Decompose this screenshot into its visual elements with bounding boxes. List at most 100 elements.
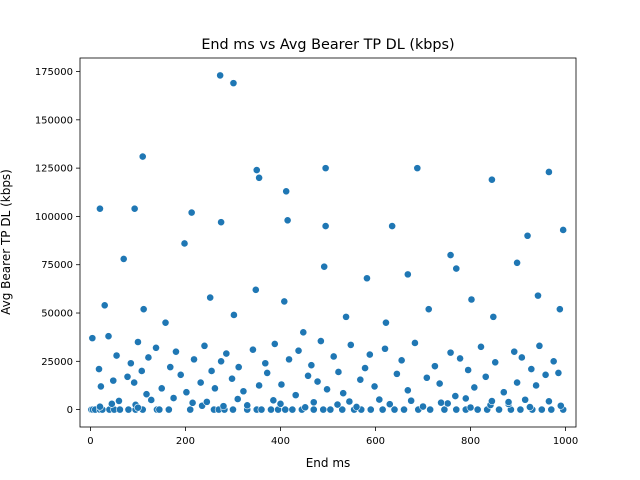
data-point bbox=[535, 341, 544, 350]
data-point bbox=[411, 339, 419, 347]
data-point bbox=[334, 368, 343, 376]
data-point bbox=[152, 343, 160, 352]
data-point bbox=[97, 382, 105, 391]
data-point bbox=[342, 312, 350, 321]
data-point bbox=[217, 357, 225, 366]
data-point bbox=[345, 397, 354, 406]
data-point bbox=[217, 218, 225, 227]
data-point bbox=[467, 295, 476, 304]
data-point bbox=[491, 358, 500, 367]
data-point bbox=[523, 231, 532, 240]
y-tick-label: 100000 bbox=[35, 212, 73, 223]
x-tick-label: 200 bbox=[176, 436, 195, 447]
y-axis-label: Avg Bearer TP DL (kbps) bbox=[0, 169, 13, 315]
data-point bbox=[147, 396, 156, 404]
data-point bbox=[437, 398, 445, 407]
data-point bbox=[180, 239, 189, 248]
data-point bbox=[207, 367, 216, 375]
data-point bbox=[488, 397, 496, 406]
data-point bbox=[413, 164, 422, 173]
data-point bbox=[281, 405, 290, 414]
data-point bbox=[251, 285, 260, 294]
data-point bbox=[352, 403, 361, 411]
data-point bbox=[134, 403, 142, 412]
data-point bbox=[541, 370, 550, 379]
data-point bbox=[234, 363, 243, 372]
data-point bbox=[157, 384, 166, 393]
data-point bbox=[365, 350, 374, 359]
y-tick-label: 175000 bbox=[35, 67, 73, 78]
data-point bbox=[257, 405, 266, 414]
data-point bbox=[211, 384, 219, 393]
data-point bbox=[233, 395, 242, 403]
data-point bbox=[299, 328, 308, 337]
data-point bbox=[288, 405, 297, 414]
x-tick-label: 400 bbox=[271, 436, 290, 447]
data-point bbox=[161, 318, 170, 327]
data-point bbox=[139, 305, 148, 314]
x-tick-label: 800 bbox=[461, 436, 480, 447]
data-point bbox=[424, 305, 433, 314]
data-point bbox=[532, 381, 540, 390]
data-point bbox=[155, 405, 164, 414]
data-point bbox=[400, 405, 408, 414]
data-point bbox=[426, 405, 435, 414]
data-point bbox=[277, 380, 286, 389]
data-point bbox=[452, 405, 461, 414]
data-point bbox=[407, 396, 416, 405]
plot-area-frame bbox=[79, 57, 577, 428]
x-tick-label: 1000 bbox=[553, 436, 578, 447]
y-tick-label: 25000 bbox=[41, 357, 73, 368]
data-point bbox=[521, 395, 530, 404]
chart-title: End ms vs Avg Bearer TP DL (kbps) bbox=[201, 37, 454, 53]
data-point bbox=[186, 405, 195, 414]
data-point bbox=[130, 204, 139, 213]
data-point bbox=[169, 394, 178, 402]
data-point bbox=[243, 401, 252, 410]
data-point bbox=[138, 152, 147, 161]
data-point bbox=[397, 356, 406, 365]
data-point bbox=[456, 354, 464, 363]
data-point bbox=[100, 301, 109, 310]
data-point bbox=[116, 405, 124, 414]
data-point bbox=[144, 353, 153, 362]
data-point bbox=[537, 405, 546, 414]
data-point bbox=[547, 405, 556, 414]
data-point bbox=[339, 389, 348, 398]
data-point bbox=[130, 378, 139, 387]
data-point bbox=[385, 400, 394, 409]
data-point bbox=[182, 388, 191, 397]
data-point bbox=[172, 347, 180, 356]
data-point bbox=[304, 371, 312, 380]
data-point bbox=[430, 362, 439, 371]
data-point bbox=[534, 291, 542, 300]
data-point bbox=[270, 340, 279, 348]
data-point bbox=[446, 251, 455, 259]
data-point bbox=[294, 346, 303, 355]
data-point bbox=[390, 405, 399, 414]
data-point bbox=[489, 312, 498, 321]
data-point bbox=[549, 357, 558, 366]
data-point bbox=[206, 293, 215, 302]
data-point bbox=[513, 378, 521, 387]
data-point bbox=[388, 222, 397, 230]
data-point bbox=[200, 341, 209, 350]
data-point bbox=[488, 175, 496, 184]
data-point bbox=[190, 355, 198, 364]
data-point bbox=[382, 318, 390, 327]
data-point bbox=[461, 394, 470, 403]
data-point bbox=[109, 376, 118, 385]
data-point bbox=[263, 369, 272, 377]
x-tick-label: 0 bbox=[87, 436, 93, 447]
data-point bbox=[435, 379, 444, 388]
y-tick-label: 125000 bbox=[35, 164, 73, 175]
data-point bbox=[499, 388, 508, 397]
data-point bbox=[196, 378, 205, 387]
y-axis-ticks: 0 25000 50000 75000 100000 125000 150000 175000 bbox=[35, 67, 80, 416]
data-point bbox=[443, 399, 452, 408]
data-point bbox=[504, 398, 513, 406]
data-point bbox=[378, 405, 387, 414]
data-point bbox=[96, 204, 104, 213]
